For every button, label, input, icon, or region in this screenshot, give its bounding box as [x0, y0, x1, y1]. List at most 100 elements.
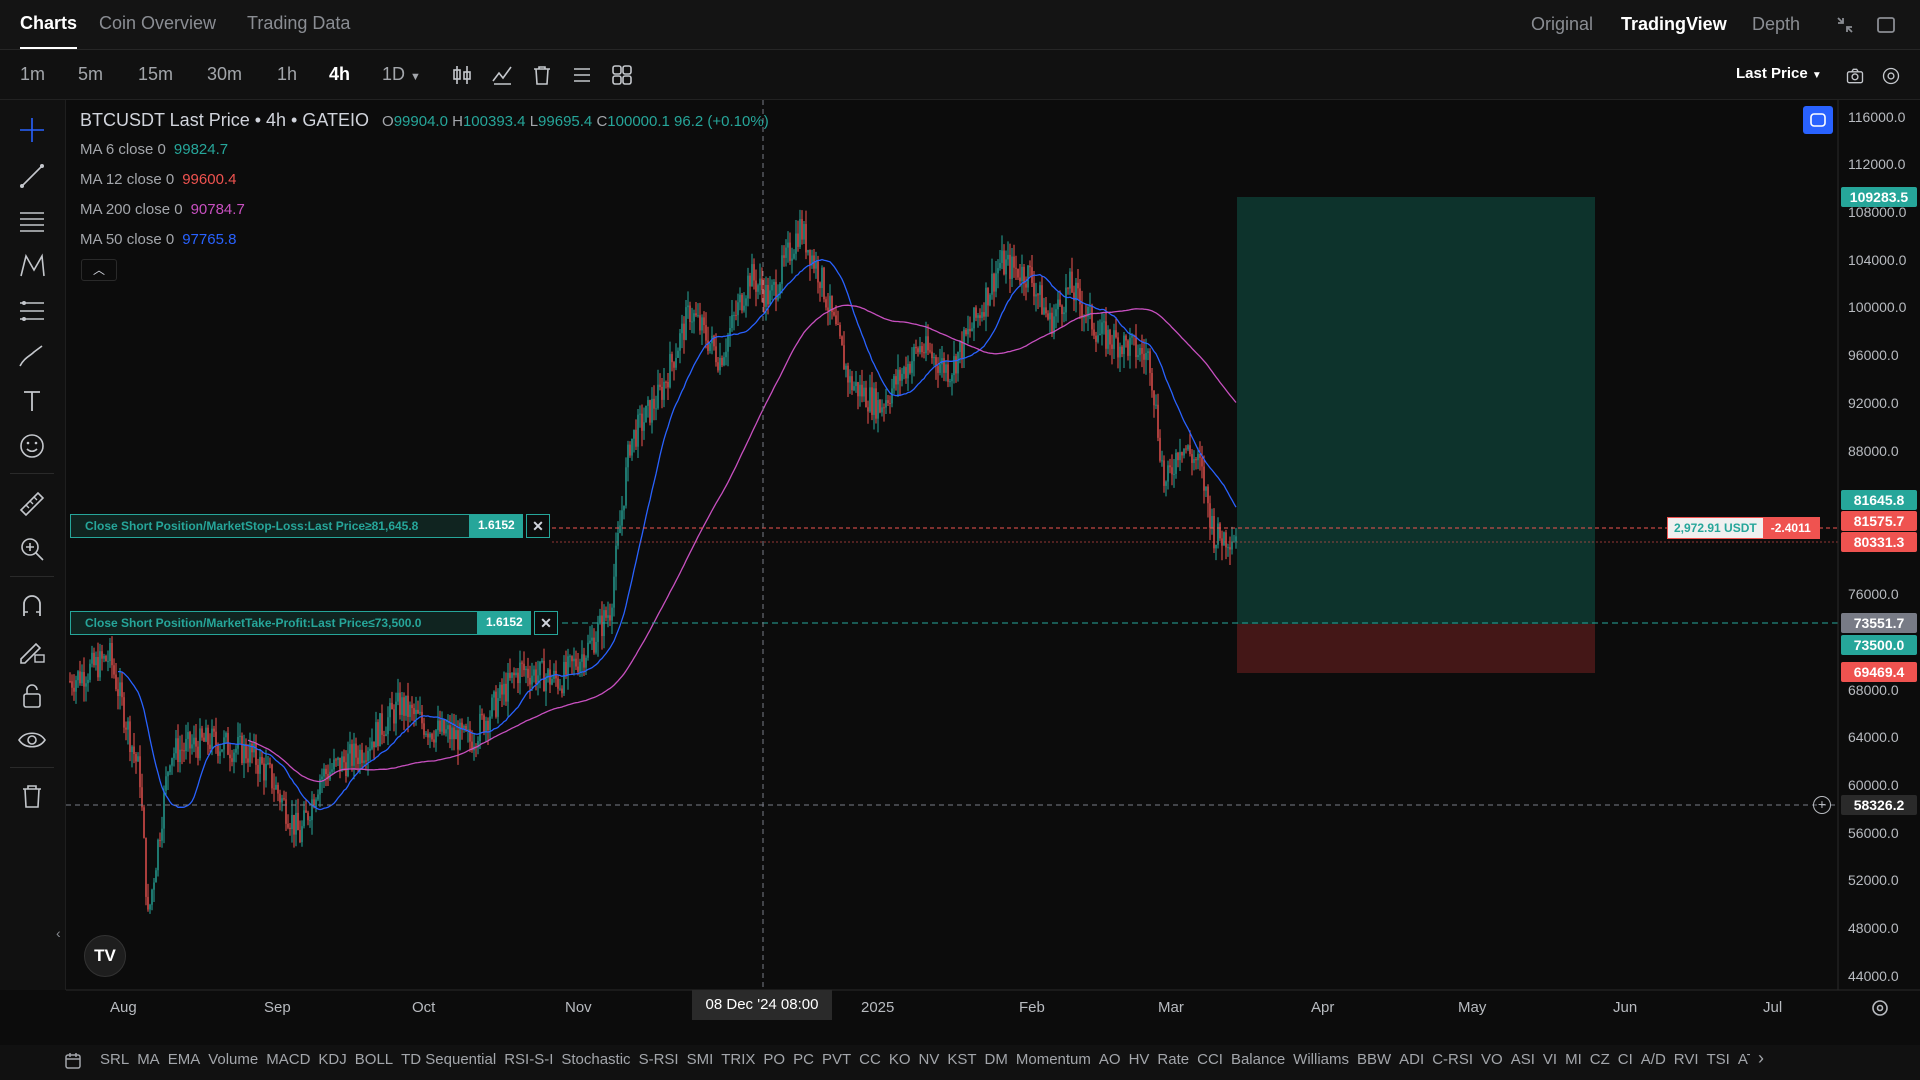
symbol-title[interactable]: BTCUSDT Last Price • 4h • GATEIO: [80, 110, 370, 130]
indicator-item[interactable]: ADI: [1399, 1051, 1425, 1068]
indicator-item[interactable]: Momentum: [1015, 1051, 1091, 1068]
collapse-toolbar-icon[interactable]: ‹: [56, 925, 61, 941]
indicator-item[interactable]: KST: [947, 1051, 977, 1068]
ma-legend-row[interactable]: MA 50 close 0 97765.8: [80, 231, 236, 248]
indicator-item[interactable]: S-RSI: [638, 1051, 679, 1068]
indicator-item[interactable]: RVI: [1673, 1051, 1699, 1068]
indicator-item[interactable]: Stochastic: [561, 1051, 631, 1068]
crosshair-icon[interactable]: [16, 114, 48, 146]
calendar-icon[interactable]: [64, 1052, 82, 1070]
emoji-icon[interactable]: [16, 430, 48, 462]
chevron-right-icon[interactable]: ›: [1758, 1048, 1764, 1068]
timeframe-15m[interactable]: 15m: [138, 64, 174, 84]
camera-icon[interactable]: [1845, 66, 1865, 86]
indicator-item[interactable]: RSI-S-I: [504, 1051, 554, 1068]
view-original[interactable]: Original: [1531, 14, 1594, 34]
timeframe-1d[interactable]: 1D ▼: [382, 64, 421, 85]
ma-legend-row[interactable]: MA 6 close 0 99824.7: [80, 141, 228, 158]
indicator-item[interactable]: Balance: [1230, 1051, 1286, 1068]
pattern-icon[interactable]: [16, 250, 48, 282]
indicator-item[interactable]: KDJ: [318, 1051, 347, 1068]
magnet-icon[interactable]: [16, 590, 48, 622]
indicator-item[interactable]: Rate: [1157, 1051, 1190, 1068]
indicator-item[interactable]: DM: [984, 1051, 1008, 1068]
list-icon[interactable]: [570, 63, 594, 87]
text-icon[interactable]: [16, 385, 48, 417]
delete-icon[interactable]: [16, 780, 48, 812]
view-depth[interactable]: Depth: [1752, 14, 1801, 34]
indicator-item[interactable]: TD Sequential: [401, 1051, 497, 1068]
timeframe-1h[interactable]: 1h: [277, 64, 298, 84]
window-icon[interactable]: [1876, 15, 1896, 35]
tab-coin-overview[interactable]: Coin Overview: [99, 13, 217, 33]
indicator-item[interactable]: CCI: [1197, 1051, 1223, 1068]
timeframe-5m[interactable]: 5m: [78, 64, 104, 84]
indicator-item[interactable]: BOLL: [354, 1051, 394, 1068]
trendline-icon[interactable]: [16, 160, 48, 192]
indicator-item[interactable]: PVT: [821, 1051, 852, 1068]
layout-grid-icon[interactable]: [610, 63, 634, 87]
timeframe-1m[interactable]: 1m: [20, 64, 46, 84]
trash-icon[interactable]: [530, 63, 554, 87]
fib-icon[interactable]: [16, 295, 48, 327]
position-pnl-label[interactable]: 2,972.91 USDT -2.4011: [1667, 517, 1820, 539]
eye-icon[interactable]: [16, 724, 48, 756]
horizontal-lines-icon[interactable]: [16, 205, 48, 237]
indicator-item[interactable]: ASI: [1510, 1051, 1535, 1068]
sync-button[interactable]: [1803, 106, 1833, 134]
zoom-icon[interactable]: [16, 533, 48, 565]
legend-collapse-button[interactable]: ︿: [81, 259, 117, 281]
indicator-item[interactable]: AO: [1098, 1051, 1121, 1068]
indicators-icon[interactable]: [490, 63, 514, 87]
indicator-item[interactable]: C-RSI: [1432, 1051, 1474, 1068]
indicator-item[interactable]: BBW: [1357, 1051, 1392, 1068]
indicator-item[interactable]: CI: [1617, 1051, 1633, 1068]
indicator-item[interactable]: VO: [1481, 1051, 1503, 1068]
brush-icon[interactable]: [16, 340, 48, 372]
candle-body: [287, 823, 289, 828]
indicator-item[interactable]: SMI: [686, 1051, 714, 1068]
candle-body: [71, 681, 73, 688]
view-tradingview[interactable]: TradingView: [1621, 14, 1727, 34]
indicator-item[interactable]: A/D: [1640, 1051, 1666, 1068]
tradingview-logo[interactable]: TV: [84, 935, 126, 977]
close-icon[interactable]: ✕: [534, 611, 558, 635]
indicator-item[interactable]: CZ: [1589, 1051, 1610, 1068]
ma-legend-row[interactable]: MA 12 close 0 99600.4: [80, 171, 236, 188]
tab-trading-data[interactable]: Trading Data: [247, 13, 351, 33]
lock-drawing-icon[interactable]: [16, 635, 48, 667]
lock-icon[interactable]: [16, 680, 48, 712]
indicator-item[interactable]: Volume: [208, 1051, 259, 1068]
indicator-item[interactable]: PC: [793, 1051, 814, 1068]
timeframe-30m[interactable]: 30m: [207, 64, 243, 84]
indicator-item[interactable]: NV: [918, 1051, 940, 1068]
collapse-icon[interactable]: [1835, 15, 1855, 35]
indicator-item[interactable]: Williams: [1293, 1051, 1349, 1068]
candle-type-icon[interactable]: [450, 63, 474, 87]
indicator-item[interactable]: HV: [1128, 1051, 1150, 1068]
indicator-item[interactable]: ATR: [1737, 1051, 1750, 1068]
indicator-item[interactable]: MACD: [266, 1051, 311, 1068]
high-value: 100393.4: [462, 113, 526, 130]
indicator-item[interactable]: KO: [888, 1051, 911, 1068]
ma-legend-row[interactable]: MA 200 close 0 90784.7: [80, 201, 245, 218]
axis-settings-icon[interactable]: [1870, 998, 1890, 1018]
indicator-item[interactable]: CC: [859, 1051, 881, 1068]
indicator-item[interactable]: MI: [1565, 1051, 1582, 1068]
ruler-icon[interactable]: [16, 488, 48, 520]
settings-icon[interactable]: [1881, 66, 1901, 86]
tab-charts[interactable]: Charts: [20, 13, 78, 49]
indicator-item[interactable]: SRL: [100, 1051, 130, 1068]
price-type-select[interactable]: Last Price ▼: [1736, 65, 1822, 82]
indicator-item[interactable]: TSI: [1706, 1051, 1730, 1068]
indicator-item[interactable]: MA: [137, 1051, 160, 1068]
indicator-item[interactable]: EMA: [167, 1051, 201, 1068]
add-alert-icon[interactable]: +: [1813, 796, 1831, 814]
indicator-item[interactable]: VI: [1542, 1051, 1558, 1068]
timeframe-4h[interactable]: 4h: [329, 64, 351, 84]
close-icon[interactable]: ✕: [526, 514, 550, 538]
candle-body: [1175, 452, 1177, 474]
indicator-item[interactable]: PO: [763, 1051, 786, 1068]
indicator-item[interactable]: TRIX: [721, 1051, 756, 1068]
